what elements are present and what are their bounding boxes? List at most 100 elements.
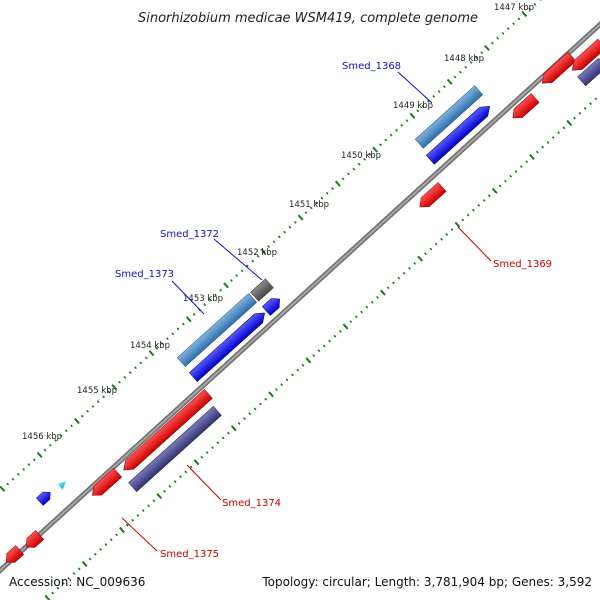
tick-mark <box>168 484 172 488</box>
tick-mark <box>333 334 337 338</box>
tick-mark <box>283 230 286 234</box>
tick-mark <box>482 199 486 202</box>
label-smed-1368[interactable]: Smed_1368 <box>342 61 401 72</box>
gene-smed-1369[interactable] <box>416 182 447 212</box>
tick-mark <box>517 17 521 21</box>
tick-mark <box>416 109 420 113</box>
gene-small-blue[interactable] <box>261 295 283 316</box>
tick-mark <box>370 300 374 304</box>
label-smed-1373[interactable]: Smed_1373 <box>115 269 174 280</box>
tick-mark <box>501 31 505 35</box>
tick-mark <box>44 594 51 600</box>
tick-mark <box>102 395 105 399</box>
tick-mark <box>139 361 143 365</box>
label-smed-1369[interactable]: Smed_1369 <box>493 259 552 270</box>
tick-mark <box>99 547 102 551</box>
tick-mark <box>107 390 111 394</box>
tick-mark <box>349 320 353 324</box>
label-leaders <box>121 71 492 552</box>
gene-top-navy[interactable] <box>577 57 600 87</box>
label-smed-1374[interactable]: Smed_1374 <box>222 498 281 509</box>
tick-mark <box>432 94 436 98</box>
gene-red-1367[interactable] <box>509 93 540 123</box>
tick-mark <box>256 254 260 258</box>
tick-label-1454: 1454 kbp <box>130 341 170 351</box>
tick-label-1450: 1450 kbp <box>341 151 381 161</box>
tick-mark <box>376 295 379 299</box>
tick-mark <box>334 180 341 187</box>
tick-mark <box>264 397 268 401</box>
label-smed-1375[interactable]: Smed_1375 <box>160 549 219 560</box>
tick-mark <box>491 187 498 194</box>
tick-mark <box>144 356 148 360</box>
tick-mark <box>185 316 192 323</box>
tick-mark <box>360 310 363 314</box>
tick-mark <box>0 485 6 492</box>
tick-mark <box>372 146 379 153</box>
tick-mark <box>354 315 358 319</box>
tick-mark <box>152 499 156 503</box>
tick-mark <box>288 225 292 229</box>
tick-mark <box>521 10 528 18</box>
tick-mark <box>417 255 424 262</box>
tick-mark <box>43 448 47 452</box>
tick-mark <box>379 143 382 147</box>
tick-mark <box>91 405 95 408</box>
tick-mark <box>437 90 441 93</box>
tick-mark <box>96 400 100 404</box>
tick-mark <box>408 266 411 270</box>
tick-mark <box>131 518 134 522</box>
gene-smed-1373-steel[interactable] <box>176 293 258 367</box>
tick-mark <box>80 414 84 418</box>
gene-tiny-blue[interactable] <box>36 489 53 506</box>
gene-top-red-1[interactable] <box>538 51 577 88</box>
gene-smed-1375[interactable] <box>88 467 123 500</box>
gene-tiny-cyan[interactable] <box>57 478 68 490</box>
tick-mark <box>156 493 163 500</box>
tick-mark <box>235 274 239 278</box>
gene-smed-1374-red[interactable] <box>120 389 213 474</box>
tick-mark <box>136 514 140 517</box>
tick-mark <box>352 167 356 171</box>
tick-mark <box>397 276 401 280</box>
tick-mark <box>496 36 500 40</box>
gene-bottom-red-1[interactable] <box>22 530 45 552</box>
tick-mark <box>533 2 537 6</box>
tick-mark <box>347 172 350 176</box>
gene-smed-1372[interactable] <box>250 278 274 302</box>
tick-mark <box>461 218 465 222</box>
gene-top-red-2[interactable] <box>568 38 600 75</box>
tick-mark <box>67 577 71 580</box>
label-smed-1372[interactable]: Smed_1372 <box>160 229 219 240</box>
tick-mark <box>440 237 443 241</box>
gene-smed-1373-blue[interactable] <box>188 308 268 382</box>
tick-mark <box>512 22 515 26</box>
tick-mark <box>384 138 388 142</box>
tick-mark <box>203 303 207 307</box>
tick-mark <box>453 75 457 79</box>
tick-mark <box>400 124 404 127</box>
tick-mark <box>184 470 188 474</box>
tick-mark <box>466 213 470 217</box>
tick-mark <box>59 434 63 437</box>
tick-mark <box>368 153 372 156</box>
tick-mark <box>301 363 305 367</box>
tick-mark <box>325 191 329 195</box>
gene-smed-1368-blue[interactable] <box>425 102 493 165</box>
tick-mark <box>424 252 427 256</box>
gene-bottom-red-2[interactable] <box>2 545 25 567</box>
tick-mark <box>290 373 294 377</box>
tick-mark <box>32 458 36 462</box>
gene-smed-1374-navy[interactable] <box>128 406 222 492</box>
gene-smed-1368-steel[interactable] <box>414 85 484 149</box>
tick-label-1453: 1453 kbp <box>183 294 223 304</box>
tick-mark <box>519 165 523 169</box>
tick-mark <box>148 350 155 357</box>
tick-mark <box>578 111 582 115</box>
tick-label-1449: 1449 kbp <box>393 101 433 111</box>
tick-mark <box>111 384 118 391</box>
tick-mark <box>16 472 20 476</box>
tick-mark <box>305 357 312 364</box>
tick-mark <box>297 214 304 221</box>
tick-mark <box>413 262 417 265</box>
